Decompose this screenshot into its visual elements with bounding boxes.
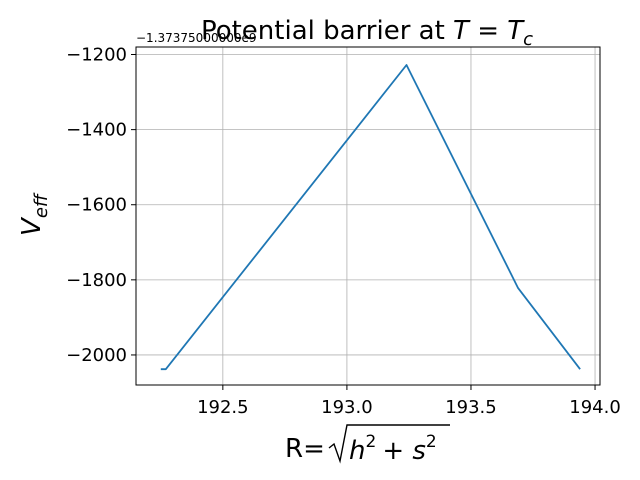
x-axis-label: R= h2 + s2 [285, 424, 450, 466]
chart-title-math: T = T [453, 16, 525, 46]
chart-title: Potential barrier at T = Tc [201, 16, 533, 50]
y-axis-label: Veff [17, 192, 52, 236]
x-axis-label-radical [328, 424, 450, 464]
x-axis-label-plus: + [382, 436, 412, 466]
y-tick-label: −1800 [66, 270, 127, 291]
grid-lines [136, 47, 600, 385]
x-axis-label-exp2: 2 [426, 432, 437, 452]
y-tick-label: −1200 [66, 45, 127, 66]
x-axis-label-formula: h2 + s2 [349, 432, 437, 466]
y-tick-label: −1600 [66, 195, 127, 216]
y-offset-label: −1.37375000000e9 [136, 31, 257, 45]
plot-frame [135, 46, 601, 386]
chart-title-subscript: c [523, 29, 533, 50]
x-tick-label: 192.5 [197, 397, 249, 418]
y-ticks: −2000 −1800 −1600 −1400 −1200 [66, 45, 136, 366]
y-axis-label-sub: eff [31, 192, 52, 218]
x-ticks: 192.5 193.0 193.5 194.0 [197, 385, 621, 418]
y-axis-label-main: V [17, 216, 47, 236]
x-tick-label: 193.5 [445, 397, 497, 418]
x-axis-label-prefix: R= [285, 434, 325, 464]
x-axis-label-s: s [412, 436, 426, 466]
x-tick-label: 193.0 [321, 397, 373, 418]
series-layer [160, 64, 581, 371]
chart-title-text: Potential barrier at [201, 16, 453, 46]
series-line [160, 64, 581, 371]
x-tick-label: 194.0 [569, 397, 621, 418]
y-tick-label: −2000 [66, 345, 127, 366]
y-tick-label: −1400 [66, 120, 127, 141]
x-axis-label-h: h [349, 436, 365, 466]
x-axis-label-exp1: 2 [365, 432, 376, 452]
